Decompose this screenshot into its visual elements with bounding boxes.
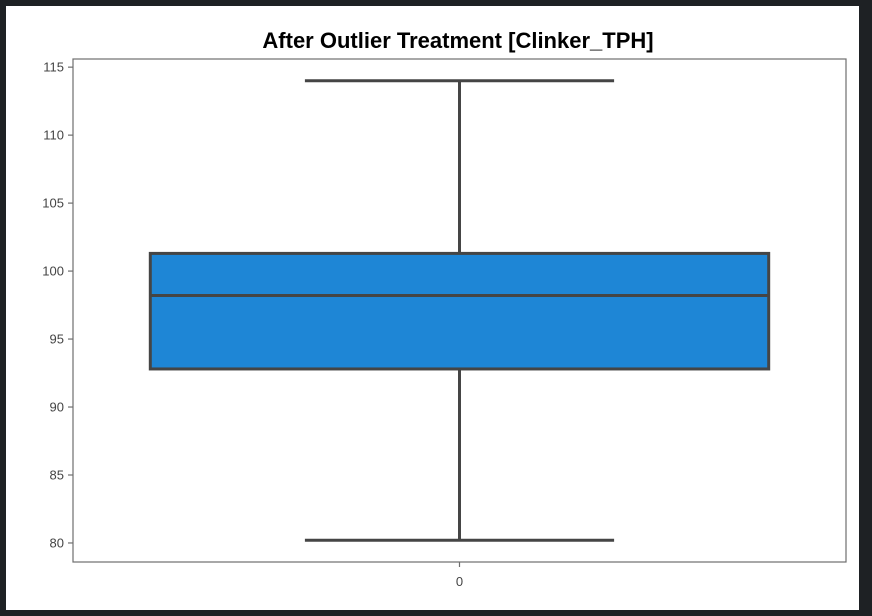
iqr-box bbox=[148, 251, 771, 371]
x-tick-label: 0 bbox=[456, 574, 463, 589]
y-tick-label: 110 bbox=[43, 128, 64, 143]
y-tick-label: 105 bbox=[42, 196, 64, 211]
y-tick-label: 90 bbox=[50, 400, 64, 415]
y-tick-label: 115 bbox=[43, 60, 64, 75]
box-plot-chart: After Outlier Treatment [Clinker_TPH] 80… bbox=[42, 28, 847, 589]
chart-frame: After Outlier Treatment [Clinker_TPH] 80… bbox=[6, 6, 859, 610]
chart-title: After Outlier Treatment [Clinker_TPH] bbox=[262, 28, 653, 53]
y-tick-label: 80 bbox=[50, 535, 64, 550]
y-tick-label: 85 bbox=[50, 467, 64, 482]
y-tick-label: 100 bbox=[42, 264, 64, 279]
y-tick-label: 95 bbox=[50, 332, 64, 347]
